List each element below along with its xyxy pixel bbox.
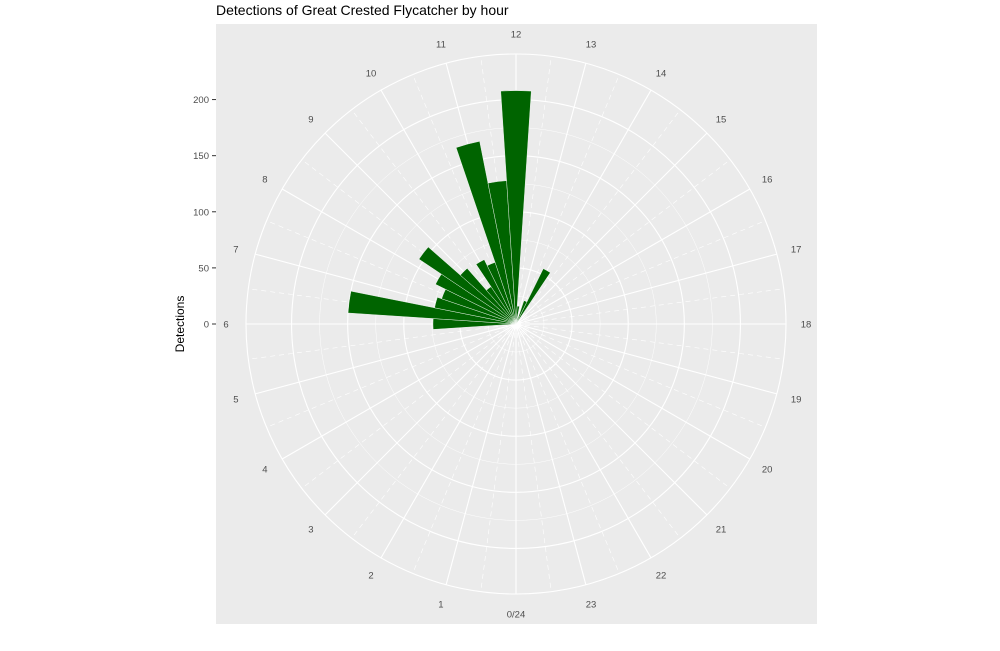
spoke-major [380,323,517,559]
spoke-minor [515,323,552,592]
hour-label: 12 [511,30,522,41]
hour-label: 8 [262,175,267,186]
spoke-minor [301,323,517,489]
bar-hour-9 [460,268,517,325]
bar-hour-10 [475,259,517,325]
hour-label: 14 [656,68,667,79]
spoke-major [281,323,517,460]
hour-label: 9 [308,114,313,125]
hour-label: 7 [233,244,238,255]
hour-label: 3 [308,525,313,536]
spoke-major [515,132,708,325]
hour-label: 1 [438,600,443,611]
spoke-minor [515,220,766,325]
spoke-minor [515,323,766,428]
spoke-minor [515,323,731,489]
spoke-minor [515,74,620,325]
y-axis: 0 50 100 150 200 [193,95,216,331]
bars [347,90,551,330]
hour-label: 15 [716,114,727,125]
hour-label: 23 [586,600,597,611]
hour-label: 4 [262,465,267,476]
hour-label: 0/24 [507,610,526,621]
y-tick-label: 200 [193,95,209,106]
y-tick-label: 100 [193,207,209,218]
spoke-major [445,323,517,585]
bar-hour-14 [515,268,551,325]
bar-hour-7 [434,297,517,325]
hour-label: 6 [223,320,228,331]
spoke-minor [412,323,517,574]
y-tick-label: 0 [204,320,209,331]
spoke-major [255,323,517,395]
spoke-minor [515,159,731,325]
hour-labels: 0/24123456789101112131415161718192021222… [223,30,811,621]
spoke-minor [248,323,517,360]
hour-label: 11 [436,39,446,50]
hour-label: 21 [716,525,727,536]
spoke-major [515,323,708,516]
spoke-minor [515,56,552,325]
spoke-minor [266,323,517,428]
spoke-major [515,323,751,460]
spoke-minor [515,323,784,360]
spoke-minor [515,288,784,325]
chart-title: Detections of Great Crested Flycatcher b… [216,2,509,18]
spoke-minor [515,323,681,539]
spoke-major [515,323,777,395]
hour-label: 19 [791,395,802,406]
hour-label: 2 [368,571,373,582]
spoke-minor [515,109,681,325]
bar-hour-11 [455,141,517,325]
hour-label: 18 [801,320,812,331]
bar-hour-12 [500,90,532,325]
spoke-minor [480,323,517,592]
hour-label: 16 [762,175,773,186]
spoke-minor [515,323,620,574]
spoke-minor [351,323,517,539]
y-tick-label: 150 [193,151,209,162]
spoke-major [515,188,751,325]
spoke-major [515,323,652,559]
hour-label: 22 [656,571,667,582]
hour-label: 5 [233,395,238,406]
hour-label: 13 [586,39,597,50]
spoke-major [324,323,517,516]
spoke-major [515,253,777,325]
hour-label: 17 [791,244,802,255]
hour-label: 10 [366,68,377,79]
spoke-major [515,63,587,325]
bar-hour-8_5 [418,246,517,325]
hour-label: 20 [762,465,773,476]
y-tick-label: 50 [198,263,209,274]
spoke-major [515,323,587,585]
